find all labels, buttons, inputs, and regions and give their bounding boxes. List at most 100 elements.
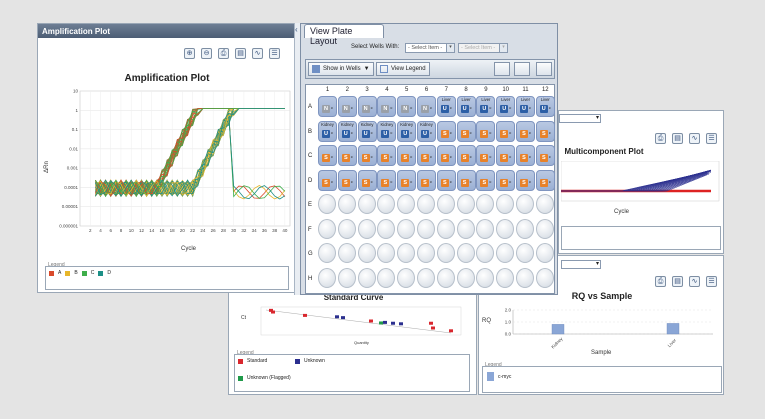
plate-well[interactable]: [436, 194, 455, 214]
row-header[interactable]: F: [308, 226, 312, 233]
plate-well[interactable]: [436, 243, 455, 263]
column-header[interactable]: 3: [365, 87, 369, 93]
plate-well[interactable]: [535, 267, 554, 288]
plate-well[interactable]: [456, 194, 475, 214]
plate-well[interactable]: [397, 267, 416, 288]
chevron-left-icon[interactable]: ‹: [295, 25, 298, 34]
plate-well[interactable]: [337, 267, 356, 288]
plate-well[interactable]: [476, 243, 495, 263]
plate-well[interactable]: [535, 218, 554, 239]
plate-well[interactable]: [357, 218, 376, 239]
show-in-wells-button[interactable]: Show in Wells ▼: [308, 62, 374, 76]
view-toggle-button-3[interactable]: [536, 62, 552, 76]
list-icon[interactable]: ☰: [706, 276, 717, 287]
column-header[interactable]: 4: [385, 87, 389, 93]
plate-well[interactable]: [516, 267, 534, 288]
plate-well[interactable]: [397, 243, 416, 263]
row-header[interactable]: H: [308, 275, 313, 282]
plate-well[interactable]: [535, 243, 554, 263]
plate-well[interactable]: [476, 194, 495, 214]
plate-well[interactable]: [516, 194, 534, 214]
plate-well[interactable]: [496, 194, 515, 214]
view-legend-button[interactable]: View Legend: [376, 62, 430, 76]
tab-view-plate-layout[interactable]: View Plate Layout: [304, 24, 384, 46]
save-icon[interactable]: ▤: [235, 48, 246, 59]
plate-well[interactable]: [318, 243, 336, 263]
save-icon[interactable]: ▤: [672, 133, 683, 144]
column-header[interactable]: 11: [522, 87, 529, 93]
row-header[interactable]: G: [308, 251, 313, 257]
plate-well[interactable]: [318, 218, 336, 239]
plate-well[interactable]: [357, 194, 376, 214]
column-header[interactable]: 12: [541, 87, 549, 93]
plate-well[interactable]: [516, 218, 534, 239]
plate-well[interactable]: [318, 267, 336, 288]
column-header[interactable]: 7: [444, 87, 448, 93]
chart-settings-icon[interactable]: ∿: [252, 48, 263, 59]
splitter[interactable]: ‹: [294, 23, 301, 295]
plate-well[interactable]: [456, 218, 475, 239]
column-header[interactable]: 8: [464, 87, 468, 93]
row-header[interactable]: C: [308, 153, 313, 159]
column-header[interactable]: 5: [405, 87, 409, 93]
plate-well[interactable]: [476, 218, 495, 239]
list-icon[interactable]: ☰: [269, 48, 280, 59]
plate-well[interactable]: [377, 243, 396, 263]
plate-well[interactable]: [417, 267, 435, 288]
plate-well[interactable]: [456, 243, 475, 263]
column-header[interactable]: 1: [325, 87, 330, 93]
print-icon[interactable]: ⎙: [218, 48, 229, 59]
row-header[interactable]: A: [308, 104, 313, 110]
plate-well[interactable]: [436, 267, 455, 288]
plate-well[interactable]: [377, 267, 396, 288]
column-header[interactable]: 9: [484, 87, 488, 93]
row-header[interactable]: E: [308, 202, 313, 208]
print-icon[interactable]: ⎙: [655, 276, 666, 287]
chart-settings-icon[interactable]: ∿: [689, 276, 700, 287]
zoom-out-icon[interactable]: ⊖: [201, 48, 212, 59]
plate-well[interactable]: [456, 267, 475, 288]
rq-select[interactable]: ▾: [561, 260, 601, 269]
select-wells-dropdown[interactable]: - Select Item - ▾: [405, 43, 455, 53]
chart-settings-icon[interactable]: ∿: [689, 133, 700, 144]
plate-well[interactable]: [357, 267, 376, 288]
select-wells-dropdown-2[interactable]: - Select Item - ▾: [458, 43, 508, 53]
view-toggle-button-1[interactable]: [494, 62, 510, 76]
plate-well[interactable]: [496, 267, 515, 288]
view-toggle-button-2[interactable]: [514, 62, 530, 76]
